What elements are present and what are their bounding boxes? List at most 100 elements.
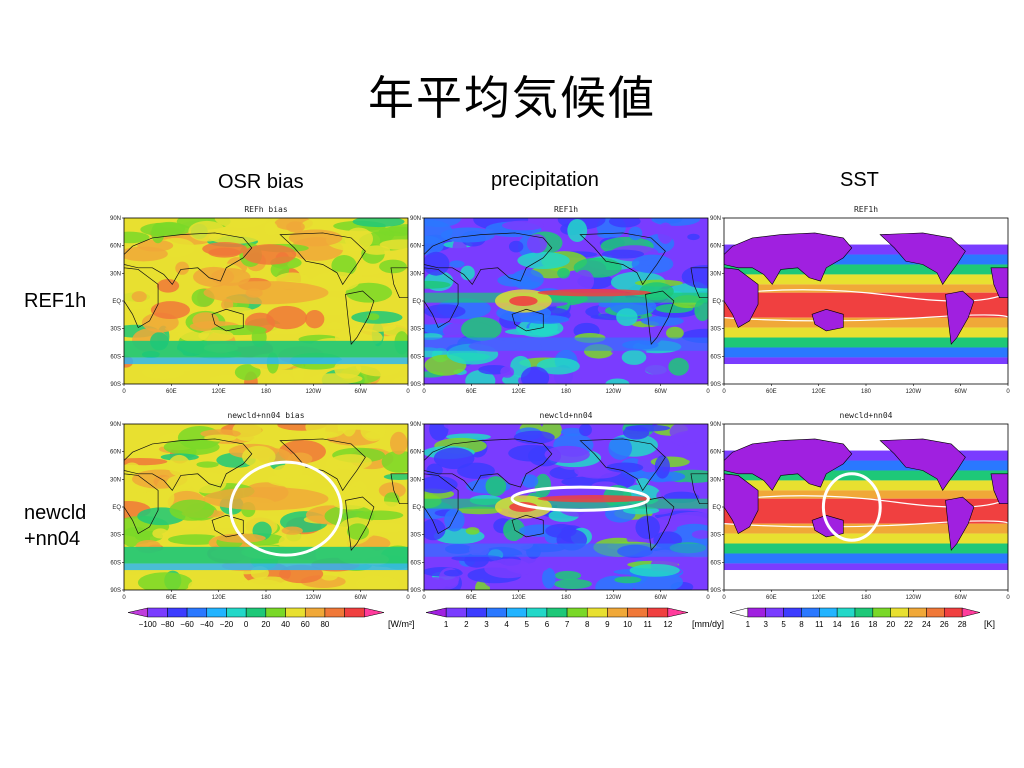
field-sst (724, 424, 1008, 590)
colorbar-label: 12 (663, 620, 672, 629)
lon-tick-label: 120W (305, 389, 321, 395)
lat-tick-label: 90S (110, 588, 121, 594)
lon-tick-label: 0 (706, 389, 710, 395)
colorbar-label: 14 (833, 620, 842, 629)
field-precip (424, 218, 708, 384)
colorbar-swatch (819, 607, 838, 618)
colorbar-swatch (285, 607, 306, 618)
colorbar-swatch (944, 607, 963, 618)
colorbar-label: 16 (851, 620, 860, 629)
colorbar-swatch (765, 607, 784, 618)
colorbar-swatch (961, 607, 981, 618)
colorbar-label: 10 (623, 620, 632, 629)
field-precip (424, 424, 708, 590)
row-label-newcld: newcld +nn04 (24, 500, 86, 552)
lon-tick-label: 0 (406, 595, 410, 601)
row-label-ref1h-text: REF1h (24, 290, 87, 312)
colorbar-swatch (546, 607, 568, 618)
colorbar-swatch (245, 607, 267, 618)
row-label-newcld-line1: newcld (24, 502, 87, 524)
panel-title: REFh bias (244, 205, 288, 214)
lat-tick-label: 60S (710, 560, 721, 566)
map-panel-precip-ref1h: REF1h 90N 60N 30N EQ 30S 60S 90S 0 60E 120E 180 120W… (406, 202, 716, 402)
lat-tick-label: 60N (410, 244, 421, 250)
lon-tick-label: 0 (706, 595, 710, 601)
highlight-circle (229, 460, 343, 557)
lon-tick-label: 60W (354, 595, 367, 601)
colorbar-label: 6 (545, 620, 550, 629)
lat-tick-label: EQ (112, 299, 121, 305)
lon-tick-label: 120W (905, 595, 921, 601)
colorbar-label: −20 (220, 620, 234, 629)
colorbar-swatch (147, 607, 168, 618)
colorbar-swatch (506, 607, 528, 618)
lat-tick-label: 60S (110, 560, 121, 566)
lon-tick-label: 0 (122, 595, 126, 601)
lon-tick-label: 120W (605, 389, 621, 395)
colorbar-swatch (586, 607, 608, 618)
lon-tick-label: 180 (261, 595, 272, 601)
colorbar-swatch (445, 607, 467, 618)
lat-tick-label: 60S (410, 560, 421, 566)
colorbar-label: 60 (301, 620, 310, 629)
colorbar-swatch (127, 607, 148, 618)
colorbar-label: 28 (958, 620, 967, 629)
lon-tick-label: 0 (422, 595, 426, 601)
panel-title: REF1h (554, 205, 578, 214)
lat-tick-label: 60N (710, 244, 721, 250)
row-label-newcld-line2: +nn04 (24, 528, 81, 550)
colorbar-label: 4 (504, 620, 509, 629)
colorbar-swatch (466, 607, 487, 618)
colorbar-label: 3 (763, 620, 768, 629)
colorbar-swatch (607, 607, 628, 618)
colorbar-sst: 1 3 5 8 11 14 16 18 20 22 24 26 28 [K] (729, 606, 1010, 641)
lon-tick-label: 60W (954, 595, 967, 601)
column-header-precipitation: precipitation (491, 169, 599, 191)
lat-tick-label: 30S (710, 327, 721, 333)
colorbar-swatch (324, 607, 345, 618)
colorbar-swatch (801, 607, 820, 618)
lon-tick-label: 60W (354, 389, 367, 395)
field-sst (724, 218, 1008, 384)
lon-tick-label: 60E (766, 595, 777, 601)
lat-tick-label: 60N (110, 244, 121, 250)
lat-tick-label: 60N (410, 450, 421, 456)
lon-tick-label: 120E (512, 595, 526, 601)
colorbar-label: 11 (644, 620, 653, 629)
colorbar-label: −80 (161, 620, 175, 629)
panel-title: newcld+nn04 (840, 411, 893, 420)
lat-tick-label: 30S (410, 533, 421, 539)
colorbar-unit: [W/m²] (388, 619, 415, 629)
lat-tick-label: 30N (710, 477, 721, 483)
colorbar-label: 20 (261, 620, 270, 629)
lat-tick-label: 30S (710, 533, 721, 539)
lat-tick-label: EQ (112, 505, 121, 511)
colorbar-swatch (872, 607, 891, 618)
colorbar-osr: −100 −80 −60 −40 −20 0 20 40 60 80 [W/m²] (127, 606, 444, 641)
colorbar-swatch (425, 607, 447, 618)
lon-tick-label: 120W (305, 595, 321, 601)
lat-tick-label: 90N (710, 216, 721, 222)
colorbar-swatch (667, 607, 689, 618)
colorbar-label: 40 (281, 620, 290, 629)
highlight-circle (821, 472, 882, 542)
colorbar-label: 18 (868, 620, 877, 629)
colorbar-swatch (167, 607, 188, 618)
colorbar-swatch (206, 607, 227, 618)
lat-tick-label: 90S (410, 382, 421, 388)
lat-tick-label: 90S (410, 588, 421, 594)
colorbar-label: 8 (585, 620, 590, 629)
colorbar-label: 5 (781, 620, 786, 629)
lat-tick-label: 30N (410, 477, 421, 483)
lon-tick-label: 120W (905, 389, 921, 395)
lon-tick-label: 120E (812, 595, 826, 601)
lon-tick-label: 180 (261, 389, 272, 395)
colorbar-label: 24 (922, 620, 931, 629)
lat-tick-label: EQ (712, 299, 721, 305)
lon-tick-label: 60E (466, 389, 477, 395)
colorbar-label: 2 (464, 620, 469, 629)
lat-tick-label: 90N (410, 422, 421, 428)
lat-tick-label: EQ (712, 505, 721, 511)
map-panel-precip-newcld: newcld+nn04 90N 60N 30N EQ 30S 60S 90S 0 60E 120E 1… (406, 408, 716, 608)
lon-tick-label: 120E (212, 389, 226, 395)
